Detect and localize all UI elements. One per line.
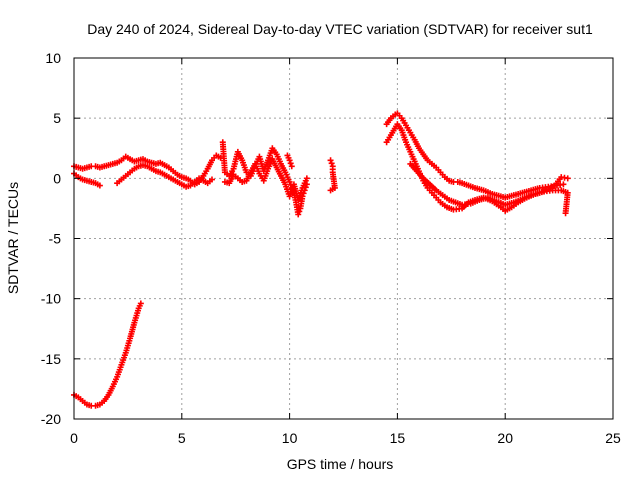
data-point <box>96 182 103 189</box>
x-axis-label: GPS time / hours <box>287 456 394 472</box>
data-point <box>560 181 567 188</box>
data-point <box>296 208 303 215</box>
data-point <box>286 157 293 164</box>
series-early-dip <box>71 300 144 409</box>
grid-layer <box>74 58 613 419</box>
x-tick-label: 20 <box>497 430 513 446</box>
series-isolated-10-12h <box>284 152 338 194</box>
data-point <box>208 176 215 183</box>
data-point <box>328 160 335 167</box>
data-point <box>295 211 302 218</box>
y-tick-label: 10 <box>45 50 61 66</box>
y-axis-label: SDTVAR / TECUs <box>5 182 21 294</box>
y-tick-label: -15 <box>41 351 61 367</box>
x-tick-label: 25 <box>605 430 621 446</box>
series-band-7-11h-lower <box>221 156 310 203</box>
y-tick-label: 5 <box>53 110 61 126</box>
y-tick-label: 0 <box>53 170 61 186</box>
data-point <box>303 175 310 182</box>
data-point <box>562 210 569 217</box>
data-point <box>287 160 294 167</box>
data-point <box>137 300 144 307</box>
series-band-0-7h-lower <box>71 162 215 190</box>
y-tick-label: -5 <box>49 231 62 247</box>
chart-title: Day 240 of 2024, Sidereal Day-to-day VTE… <box>87 21 593 37</box>
x-tick-label: 15 <box>390 430 406 446</box>
x-tick-label: 0 <box>70 430 78 446</box>
data-layer <box>71 110 571 409</box>
data-point <box>286 178 293 185</box>
y-tick-label: -20 <box>41 411 61 427</box>
x-tick-label: 10 <box>282 430 298 446</box>
plot-frame <box>73 57 614 420</box>
x-tick-label: 5 <box>178 430 186 446</box>
data-point <box>327 157 334 164</box>
y-tick-label: -10 <box>41 291 61 307</box>
data-point <box>327 187 334 194</box>
axis-layer: 0 5 10 15 20 25 -20 -15 -10 -5 0 5 10 <box>41 50 621 446</box>
data-point <box>288 163 295 170</box>
series-band-0-7h <box>71 152 224 188</box>
data-point <box>564 175 571 182</box>
series-band-14-23h-middle <box>407 160 571 208</box>
